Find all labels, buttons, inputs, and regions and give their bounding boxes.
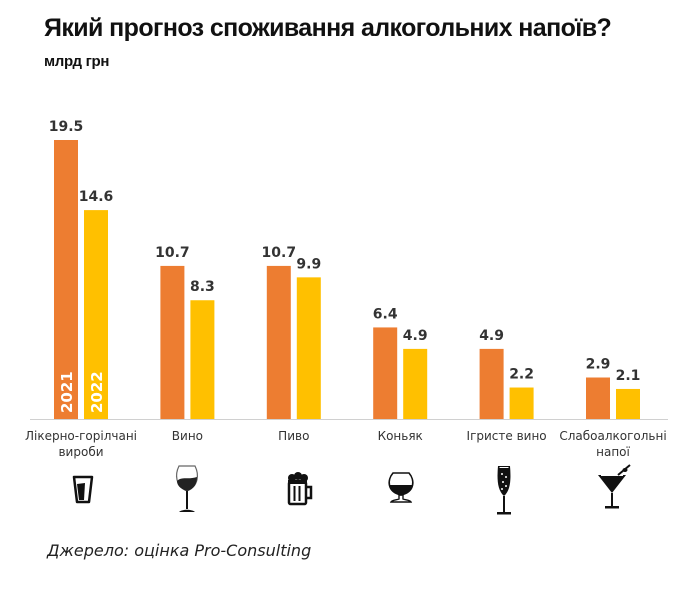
bar-2021-1 [160,265,185,419]
bar-2022-3 [403,348,428,419]
beer-mug-icon [287,472,313,506]
category-label-1-line-0: Вино [172,429,203,443]
cocktail-glass-icon [598,464,631,509]
data-label-2022-5: 2.1 [616,368,641,384]
category-label-2-line-0: Пиво [278,429,309,443]
wine-glass-icon [176,465,198,512]
data-label-2021-4: 4.9 [479,328,504,344]
bar-chart: 19.5 2021 14.6 2022 Лікерно-горілчані вироби 1… [25,119,668,459]
category-label-5-line-0: Слабоалкогольні [559,429,666,443]
legend-label-2022: 2022 [88,371,106,413]
bar-2022-0 [84,210,108,419]
chart-subtitle: млрд грн [44,53,110,70]
brandy-snifter-icon [388,472,414,503]
bar-2021-0 [54,140,78,419]
data-label-2021-3: 6.4 [373,306,398,322]
category-label-5-line-1: напої [596,445,630,459]
data-label-2021-1: 10.7 [155,245,190,261]
data-label-2022-1: 8.3 [190,279,215,295]
source-note: Джерело: оцінка Pro-Consulting [47,541,312,560]
data-label-2021-2: 10.7 [262,245,297,261]
chart-title: Який прогноз споживання алкогольних напо… [44,14,612,42]
bar-2021-5 [586,377,610,419]
data-label-2021-0: 19.5 [49,119,84,135]
category-label-4-line-0: Ігристе вино [467,429,547,443]
category-label-0-line-0: Лікерно-горілчані [25,429,137,443]
bar-2021-2 [266,265,291,419]
bar-2022-2 [296,277,321,419]
legend-label-2021: 2021 [58,371,76,413]
bar-2022-5 [616,388,640,419]
data-label-2021-5: 2.9 [586,357,611,373]
bar-2021-4 [479,348,504,419]
bar-2021-3 [373,327,398,419]
category-label-0-line-1: вироби [58,445,103,459]
category-label-3-line-0: Коньяк [378,429,423,443]
bar-2022-1 [190,300,215,419]
shot-glass-icon [72,475,94,504]
data-label-2022-4: 2.2 [509,367,534,383]
data-label-2022-3: 4.9 [403,328,428,344]
bar-2022-4 [509,387,534,419]
data-label-2022-2: 9.9 [296,256,321,272]
data-label-2022-0: 14.6 [79,189,114,205]
champagne-flute-icon [497,466,511,515]
